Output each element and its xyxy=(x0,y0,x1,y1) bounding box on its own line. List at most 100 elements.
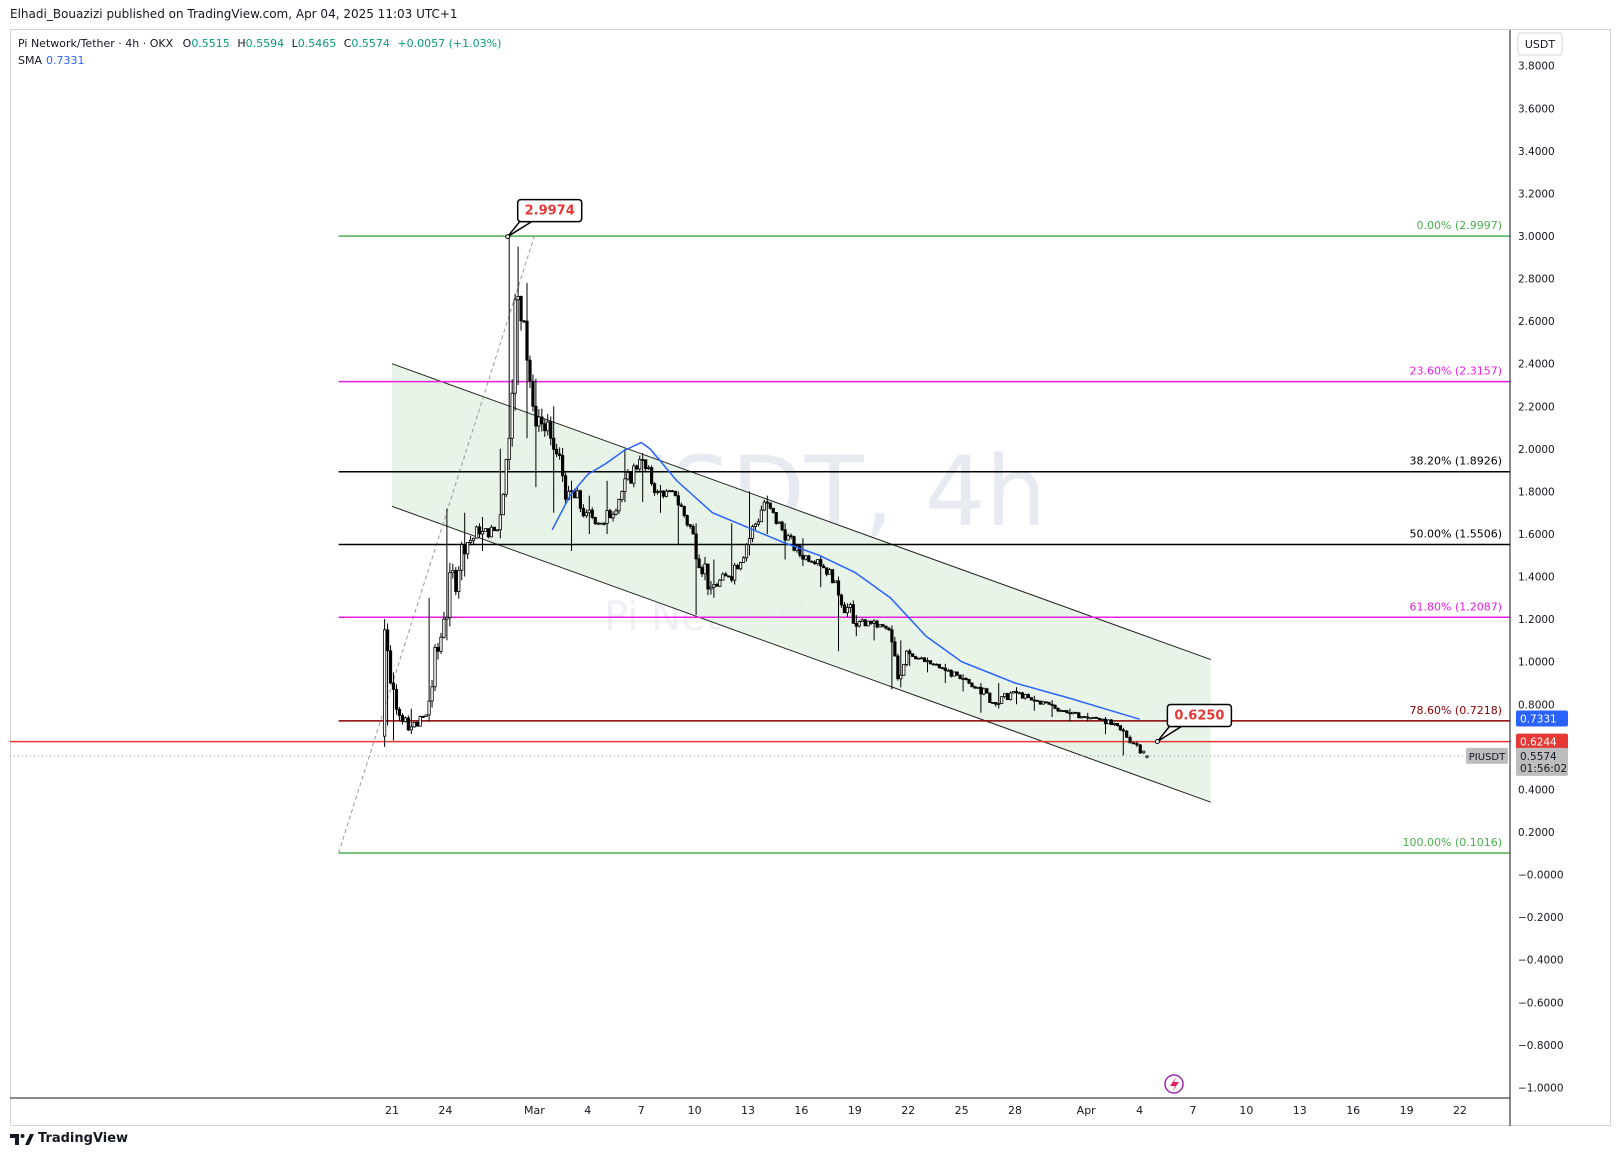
y-tick-label: 2.2000 xyxy=(1518,401,1555,413)
candle-body xyxy=(902,664,906,676)
candle-body xyxy=(549,421,553,439)
y-tick-label: −0.4000 xyxy=(1518,955,1564,967)
candle-body xyxy=(483,528,488,532)
candle-body xyxy=(427,700,431,716)
candle-body xyxy=(1032,699,1036,702)
legend-sma-label[interactable]: SMA xyxy=(18,54,42,67)
candle-body xyxy=(463,544,467,555)
channel-upper-line xyxy=(391,363,1211,661)
y-tick-label: −0.8000 xyxy=(1518,1040,1564,1052)
candle-body xyxy=(896,655,900,680)
candle-body xyxy=(623,478,627,492)
y-tick-label: −0.0000 xyxy=(1518,870,1564,882)
candle-body xyxy=(747,538,752,546)
candle-body xyxy=(798,545,802,556)
callout-box xyxy=(516,198,583,223)
candle-body xyxy=(825,567,829,575)
candle-body xyxy=(691,525,695,535)
time-axis[interactable]: 21 24 Mar 4 7 10 13 16 19 22 25 28 Apr 4 7 10 13 16 19 22 xyxy=(10,1097,1510,1117)
lightning-icon[interactable] xyxy=(1164,1074,1184,1094)
candle-body xyxy=(1125,730,1129,738)
axis-badge xyxy=(1516,733,1568,750)
candle-body xyxy=(501,493,505,516)
y-tick-label: 3.0000 xyxy=(1518,231,1555,243)
candle-body xyxy=(1011,691,1016,694)
candle-layer xyxy=(382,236,1149,759)
candle-body xyxy=(848,604,852,608)
candle-body xyxy=(816,559,820,565)
candle-body xyxy=(1059,710,1063,712)
candle-body xyxy=(477,526,482,535)
lightning-circle xyxy=(1164,1074,1184,1094)
candle-body xyxy=(1044,701,1048,704)
candle-body xyxy=(973,686,977,689)
candle-body xyxy=(466,542,470,555)
candle-body xyxy=(1020,692,1025,699)
candle-body xyxy=(789,535,793,538)
symbol-tag xyxy=(1466,747,1508,764)
candle-body xyxy=(997,703,1001,705)
y-tick-label: 1.2000 xyxy=(1518,614,1555,626)
candle-body xyxy=(670,490,674,493)
y-tick-label: 0.4000 xyxy=(1518,784,1555,796)
candle-body xyxy=(391,682,396,690)
candle-body xyxy=(1008,692,1013,701)
candle-body xyxy=(833,580,838,584)
x-tick-label: 19 xyxy=(848,1104,862,1117)
currency-badge xyxy=(1517,32,1563,56)
legend-sma-value: 0.7331 xyxy=(46,54,85,67)
tradingview-logo[interactable]: TradingView xyxy=(10,1131,128,1146)
chart-frame[interactable] xyxy=(10,29,1611,1126)
candle-body xyxy=(715,584,719,587)
candle-body xyxy=(641,459,645,461)
candle-body xyxy=(445,616,449,620)
candle-body xyxy=(679,504,683,507)
candle-body xyxy=(385,629,390,652)
candle-body xyxy=(492,526,496,531)
candle-body xyxy=(955,671,959,676)
candle-body xyxy=(1068,712,1072,715)
legend-high-label: H xyxy=(237,37,246,50)
x-tick-label: 16 xyxy=(1346,1104,1360,1117)
candle-body xyxy=(718,579,722,587)
y-tick-label: 3.8000 xyxy=(1518,61,1555,73)
candle-body xyxy=(991,702,995,704)
y-tick-label: 1.0000 xyxy=(1518,657,1555,669)
candle-body xyxy=(412,722,416,728)
candle-body xyxy=(736,564,740,570)
x-tick-label: 16 xyxy=(794,1104,808,1117)
candle-body xyxy=(451,570,455,574)
legend-symbol[interactable]: Pi Network/Tether · 4h · OKX xyxy=(18,37,174,50)
y-tick-label: 0.2000 xyxy=(1518,827,1555,839)
candle-body xyxy=(967,679,971,684)
price-axis[interactable]: USDT 3.8000 3.6000 3.4000 3.2000 3.0000 2.8000… xyxy=(1509,30,1564,1126)
callout-label: 2.9974 xyxy=(525,204,575,219)
candle-body xyxy=(667,490,672,493)
candle-body xyxy=(486,528,491,538)
x-tick-label: 22 xyxy=(1453,1104,1467,1117)
candle-body xyxy=(836,580,841,596)
candle-body xyxy=(911,653,915,657)
candle-body xyxy=(1062,710,1066,712)
candle-body xyxy=(418,716,422,727)
candle-body xyxy=(979,686,983,695)
candle-body xyxy=(1121,729,1125,732)
legend-open: 0.5515 xyxy=(191,37,230,50)
axis-badge xyxy=(1516,747,1568,776)
fib-level-label: 61.80% (1.2087) xyxy=(1409,600,1502,613)
candle-body xyxy=(724,573,728,577)
candle-body xyxy=(804,555,808,560)
fib-level-label: 78.60% (0.7218) xyxy=(1409,704,1502,717)
candle-body xyxy=(629,472,633,484)
candle-body xyxy=(1065,710,1069,714)
candle-body xyxy=(1115,722,1119,726)
y-tick-label: 1.6000 xyxy=(1518,529,1555,541)
axis-badge-label: 0.7331 xyxy=(1520,714,1557,726)
candle-body xyxy=(887,627,891,631)
callout-label: 0.6250 xyxy=(1174,709,1224,724)
candle-body xyxy=(905,650,909,665)
candle-body xyxy=(1118,725,1122,731)
candle-body xyxy=(442,618,446,638)
candle-body xyxy=(682,505,686,516)
